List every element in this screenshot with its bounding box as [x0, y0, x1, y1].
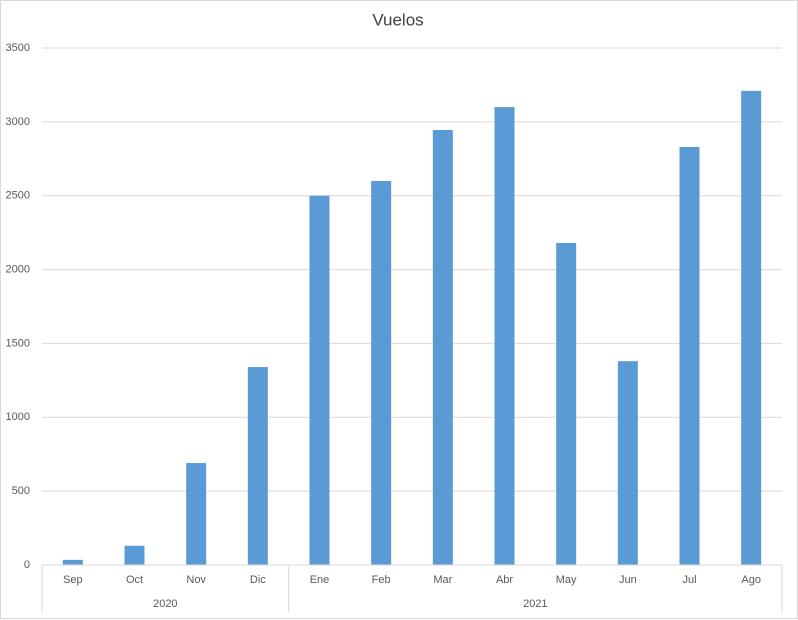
bar: [556, 242, 577, 566]
x-tick-label: Ago: [741, 574, 761, 586]
bar: [124, 545, 145, 565]
x-tick-label: Jul: [682, 574, 696, 586]
chart-title: Vuelos: [372, 10, 423, 29]
x-tick-label: Sep: [63, 574, 83, 586]
y-tick-label: 3500: [6, 42, 30, 54]
bar: [494, 107, 515, 565]
bar: [186, 463, 207, 565]
y-tick-label: 2500: [6, 190, 30, 202]
bar: [617, 361, 638, 565]
x-tick-label: Oct: [126, 574, 143, 586]
x-tick-label: Nov: [186, 574, 206, 586]
x-tick-label: May: [556, 574, 577, 586]
y-tick-label: 2000: [6, 263, 30, 275]
group-label: 2021: [523, 598, 547, 610]
bar: [371, 180, 392, 565]
x-tick-label: Feb: [372, 574, 391, 586]
bar: [247, 367, 268, 565]
x-tick-label: Abr: [496, 574, 513, 586]
y-tick-label: 1000: [6, 411, 30, 423]
x-tick-label: Jun: [619, 574, 637, 586]
group-label: 2020: [153, 598, 177, 610]
bar: [679, 146, 700, 565]
bar: [741, 90, 762, 565]
y-tick-label: 3000: [6, 116, 30, 128]
x-tick-label: Ene: [310, 574, 330, 586]
x-tick-label: Mar: [433, 574, 452, 586]
y-tick-label: 1500: [6, 337, 30, 349]
bar: [432, 129, 453, 565]
y-tick-label: 0: [24, 559, 30, 571]
y-tick-label: 500: [12, 485, 30, 497]
bar: [309, 195, 330, 565]
bar: [62, 559, 83, 565]
x-tick-label: Dic: [250, 574, 266, 586]
